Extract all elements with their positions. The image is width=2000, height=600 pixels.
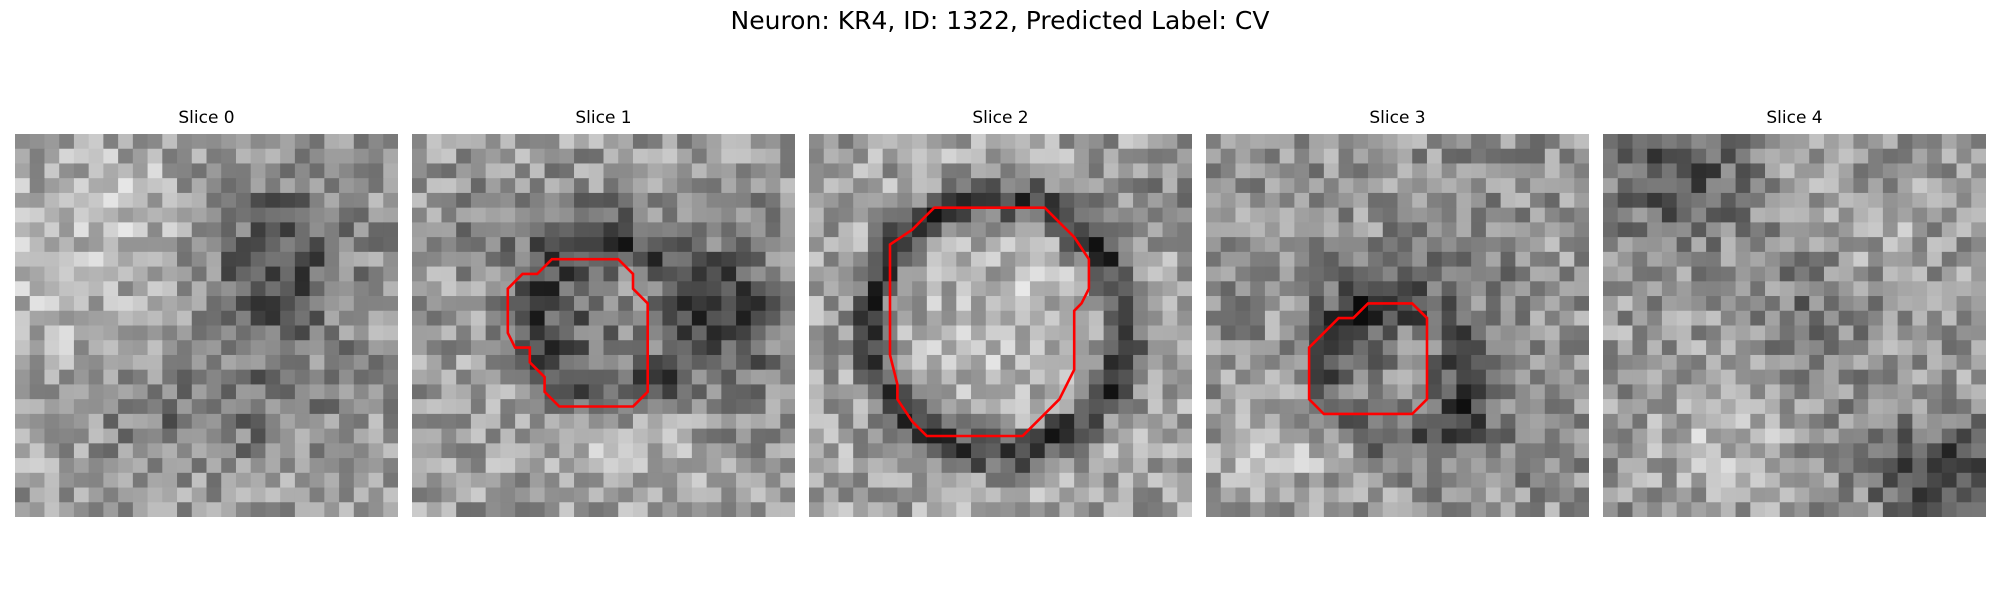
slice-image — [1206, 134, 1589, 517]
pixel-grid — [809, 134, 1192, 517]
slice-panel-2: Slice 2 — [809, 108, 1192, 518]
pixel-grid — [1206, 134, 1589, 517]
slice-image — [809, 134, 1192, 517]
slice-panel-0: Slice 0 — [15, 108, 398, 518]
segmentation-outline — [1307, 302, 1429, 416]
slice-image — [412, 134, 795, 517]
slice-panel-4: Slice 4 — [1603, 108, 1986, 518]
figure-title: Neuron: KR4, ID: 1322, Predicted Label: … — [730, 6, 1270, 35]
pixel-grid — [1603, 134, 1986, 517]
slice-title: Slice 4 — [1766, 108, 1823, 128]
slice-image — [15, 134, 398, 517]
slice-title: Slice 3 — [1369, 108, 1426, 128]
slice-panel-1: Slice 1 — [412, 108, 795, 518]
pixel-grid — [15, 134, 398, 517]
slice-image — [1603, 134, 1986, 517]
slice-title: Slice 1 — [575, 108, 632, 128]
pixel-grid — [412, 134, 795, 517]
slice-panel-3: Slice 3 — [1206, 108, 1589, 518]
segmentation-outline — [888, 206, 1091, 438]
segmentation-outline — [506, 257, 649, 408]
slice-title: Slice 0 — [178, 108, 235, 128]
slice-title: Slice 2 — [972, 108, 1029, 128]
